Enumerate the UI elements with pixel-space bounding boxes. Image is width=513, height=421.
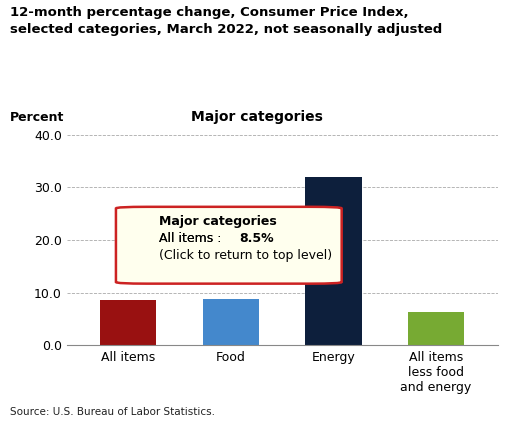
Bar [408, 312, 464, 345]
Bar [305, 177, 362, 345]
Text: 12-month percentage change, Consumer Price Index,
selected categories, March 202: 12-month percentage change, Consumer Pri… [10, 6, 443, 36]
Text: (Click to return to top level): (Click to return to top level) [159, 249, 332, 262]
Text: All items :: All items : [159, 232, 226, 245]
FancyBboxPatch shape [116, 207, 342, 284]
Bar [100, 301, 156, 345]
Text: Source: U.S. Bureau of Labor Statistics.: Source: U.S. Bureau of Labor Statistics. [10, 407, 215, 417]
Text: 8.5%: 8.5% [239, 232, 273, 245]
Bar [203, 299, 259, 345]
Text: Major categories: Major categories [190, 110, 323, 124]
Text: Major categories: Major categories [159, 215, 277, 228]
Text: All items : ​: All items : ​ [159, 232, 226, 245]
Text: Percent: Percent [10, 111, 65, 124]
Text: All items :: All items : [159, 232, 226, 245]
